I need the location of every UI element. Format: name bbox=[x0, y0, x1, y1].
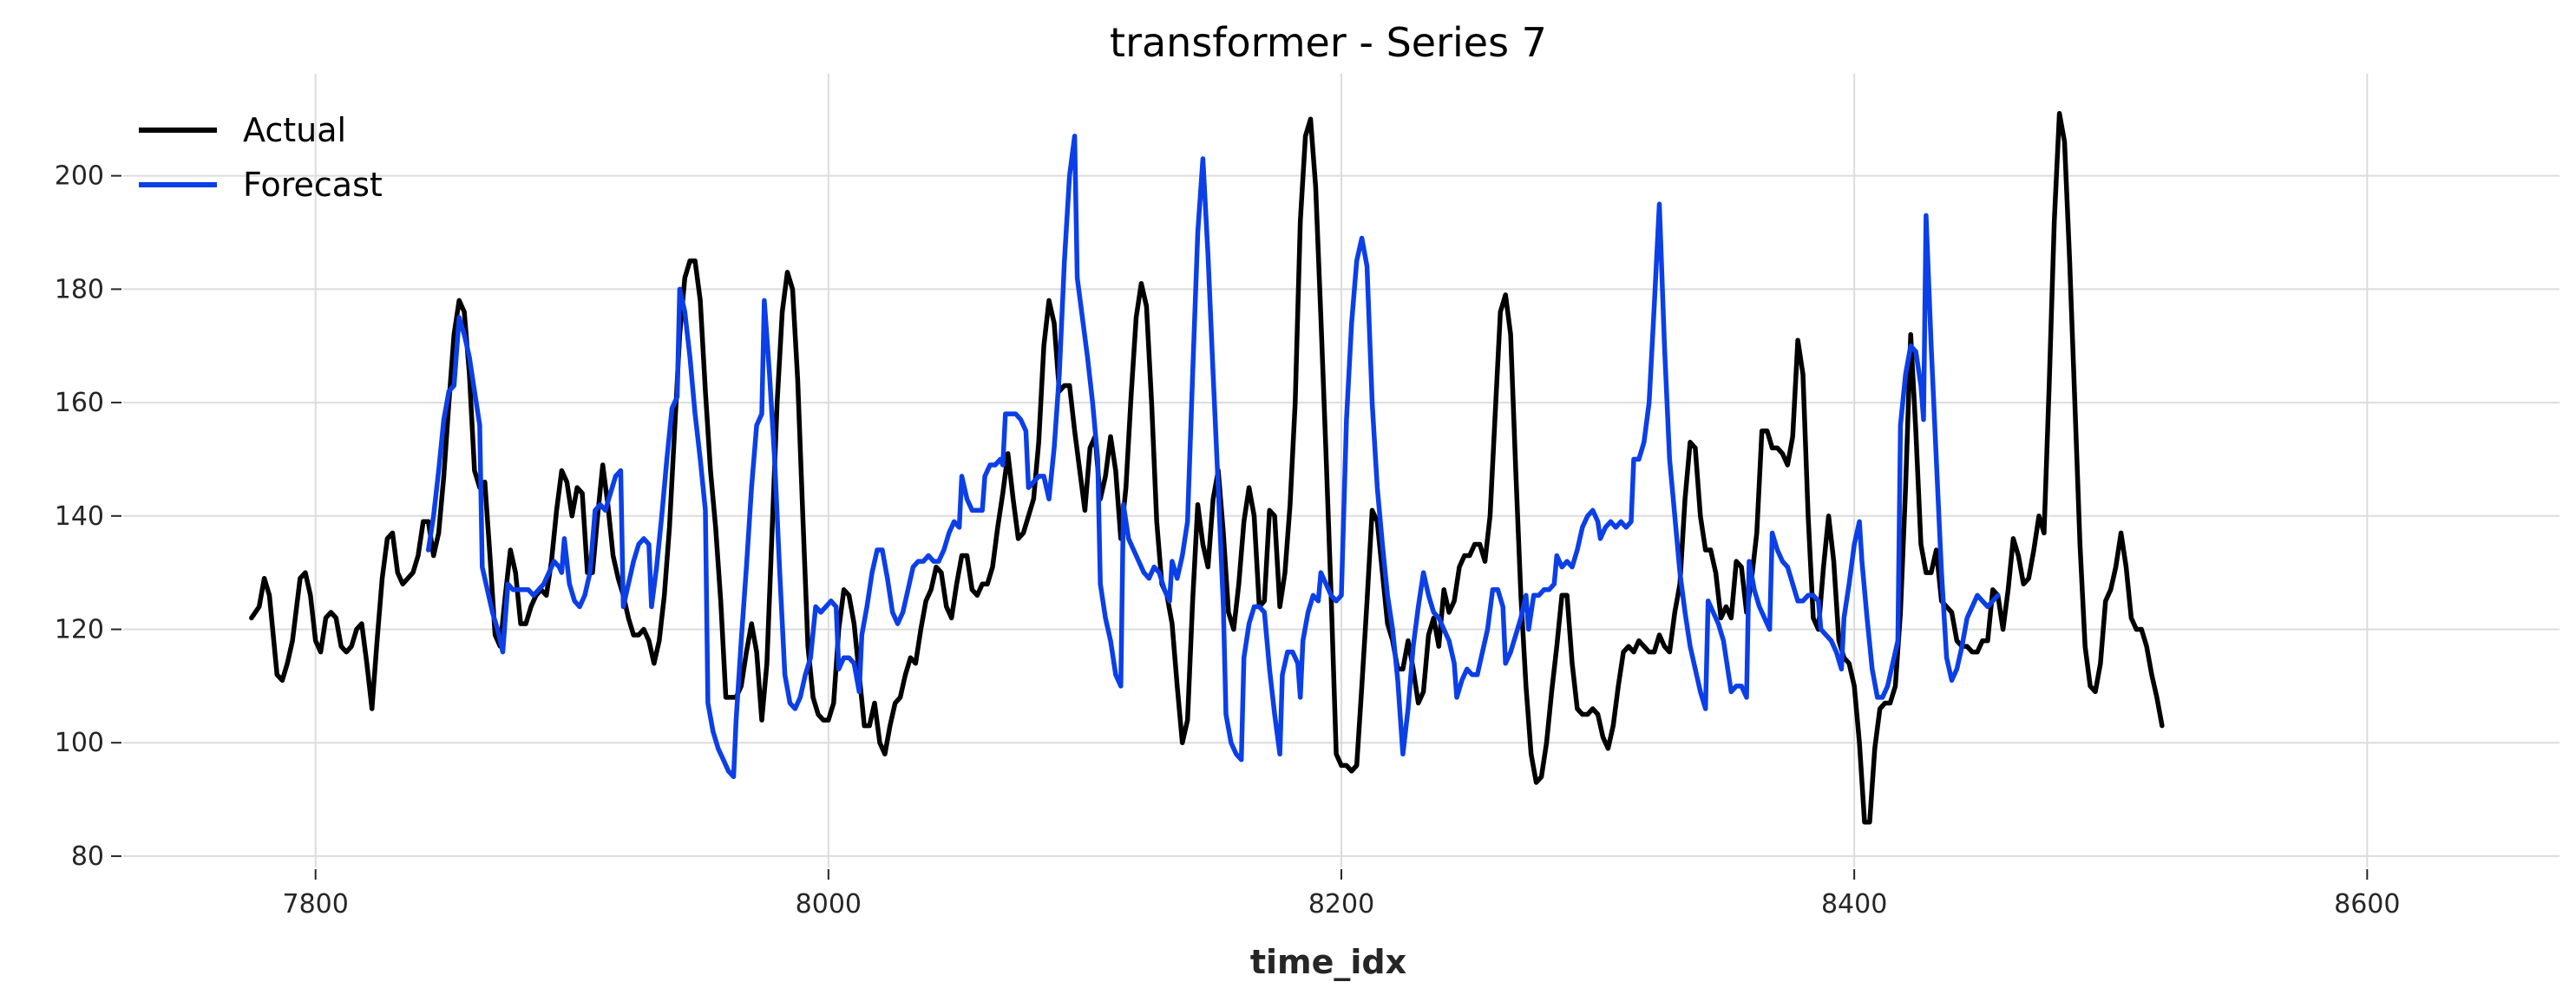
series-forecast-line bbox=[425, 134, 2001, 780]
legend: Actual Forecast bbox=[139, 111, 383, 204]
grid bbox=[123, 74, 2560, 867]
axes: 80 100 120 140 160 180 200 7800 8000 8200 8400 8600 bbox=[55, 161, 2401, 920]
y-tick-label: 80 bbox=[71, 841, 104, 872]
legend-label-forecast: Forecast bbox=[243, 166, 383, 204]
y-tick-label: 120 bbox=[55, 615, 104, 645]
x-tick-label: 8400 bbox=[1821, 889, 1887, 920]
chart-title: transformer - Series 7 bbox=[1110, 19, 1547, 66]
y-tick-label: 180 bbox=[55, 274, 104, 304]
y-tick-label: 200 bbox=[55, 161, 104, 192]
y-tick-label: 160 bbox=[55, 388, 104, 418]
x-tick-label: 8200 bbox=[1308, 889, 1374, 920]
x-axis-label: time_idx bbox=[1250, 943, 1406, 981]
series bbox=[249, 111, 2165, 825]
x-tick-label: 7800 bbox=[283, 889, 349, 920]
y-tick-label: 100 bbox=[55, 728, 104, 758]
y-tick-label: 140 bbox=[55, 501, 104, 532]
series-actual-line bbox=[249, 111, 2165, 825]
x-tick-label: 8600 bbox=[2334, 889, 2400, 920]
x-tick-label: 8000 bbox=[796, 889, 862, 920]
legend-label-actual: Actual bbox=[243, 111, 346, 149]
